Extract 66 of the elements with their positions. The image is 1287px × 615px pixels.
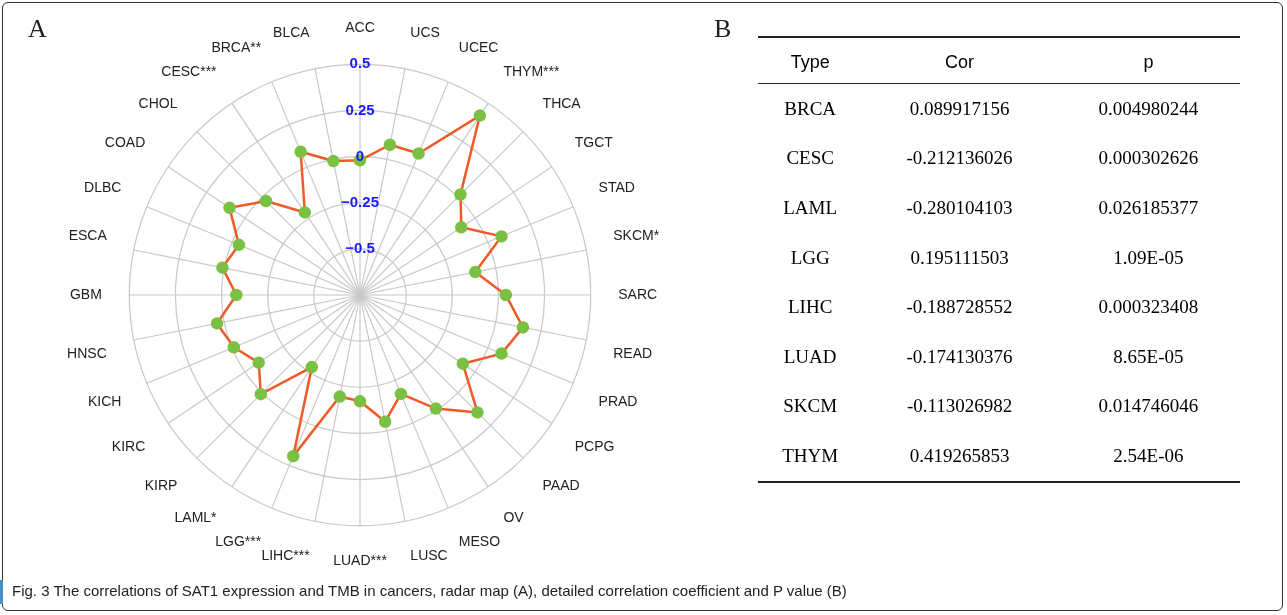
- spoke-label: PCPG: [574, 437, 615, 454]
- spoke-label: STAD: [598, 178, 635, 195]
- text: LAML: [783, 196, 838, 218]
- spoke-label: MESO: [458, 532, 501, 549]
- text: 0.014746046: [1098, 395, 1199, 417]
- spoke-label: SKCM*: [613, 227, 660, 244]
- spoke-label: CESC***: [161, 62, 218, 79]
- text: -0.212136026: [906, 147, 1013, 169]
- y-tick-label: −0.5: [345, 239, 375, 256]
- spoke-label: GBM: [69, 285, 102, 302]
- spoke-label: THYM***: [503, 62, 561, 79]
- text: A: [28, 14, 47, 44]
- spoke-label: LGG***: [215, 532, 262, 549]
- spoke-label: LIHC***: [261, 547, 311, 564]
- text: 1.09E-05: [1113, 246, 1184, 268]
- text: -0.174130376: [906, 345, 1013, 367]
- text: LUAD: [783, 345, 837, 367]
- spoke-label: LUSC: [410, 547, 448, 564]
- spoke-label: CHOL: [138, 94, 178, 111]
- spoke-label: SARC: [618, 285, 658, 302]
- text: CESC: [786, 147, 834, 169]
- spoke-label: READ: [613, 344, 653, 361]
- text: SKCM: [783, 395, 838, 417]
- text: THYM: [782, 444, 839, 466]
- category-label: Type: [758, 37, 863, 84]
- text: BRCA: [784, 97, 837, 119]
- spoke-label: KICH: [88, 393, 122, 410]
- spoke-label: THCA: [542, 94, 582, 111]
- text: LGG: [790, 246, 830, 268]
- spoke-label: HNSC: [67, 344, 107, 361]
- y-tick-label: −0.25: [341, 192, 379, 210]
- spoke-label: BRCA**: [211, 38, 262, 55]
- spoke-label: COAD: [104, 134, 146, 151]
- spoke-label: OV: [503, 508, 525, 525]
- text: -0.188728552: [906, 296, 1013, 318]
- spoke-label: BLCA: [273, 24, 311, 41]
- text: 8.65E-05: [1113, 345, 1184, 367]
- text: 0.000302626: [1098, 147, 1199, 169]
- text: LIHC: [787, 296, 833, 318]
- spoke-label: ACC: [345, 19, 375, 36]
- text: -0.113026982: [906, 395, 1013, 417]
- category-label: Cor: [862, 37, 1057, 84]
- spoke-label: DLBC: [84, 178, 122, 195]
- spoke-label: ESCA: [68, 227, 108, 244]
- spoke-label: PRAD: [598, 393, 638, 410]
- text: 2.54E-06: [1113, 444, 1184, 466]
- text: 0.419265853: [909, 444, 1010, 466]
- text: B: [714, 14, 732, 44]
- spoke-label: UCEC: [458, 38, 499, 55]
- spoke-label: TGCT: [574, 134, 614, 151]
- category-label: p: [1056, 37, 1240, 84]
- text: 0.026185377: [1098, 196, 1199, 218]
- text: 0.000323408: [1098, 296, 1199, 318]
- spoke-label: UCS: [410, 24, 440, 41]
- text: 0.195111503: [910, 246, 1009, 268]
- spoke-label: LUAD***: [333, 552, 388, 569]
- text: 0.089917156: [909, 97, 1010, 119]
- y-tick-label: 0.5: [349, 54, 371, 72]
- spoke-label: KIRC: [111, 437, 146, 454]
- caption: Fig. 3 The correlations of SAT1 expression and TMB in cancers, radar map (A), detailed correlation coefficient and P value (B): [12, 582, 847, 599]
- text: 0.004980244: [1098, 97, 1199, 119]
- spoke-label: KIRP: [144, 476, 178, 493]
- y-tick-label: 0.25: [345, 100, 375, 118]
- spoke-label: LAML*: [174, 508, 218, 525]
- text: -0.280104103: [906, 196, 1013, 218]
- spoke-label: PAAD: [542, 476, 580, 493]
